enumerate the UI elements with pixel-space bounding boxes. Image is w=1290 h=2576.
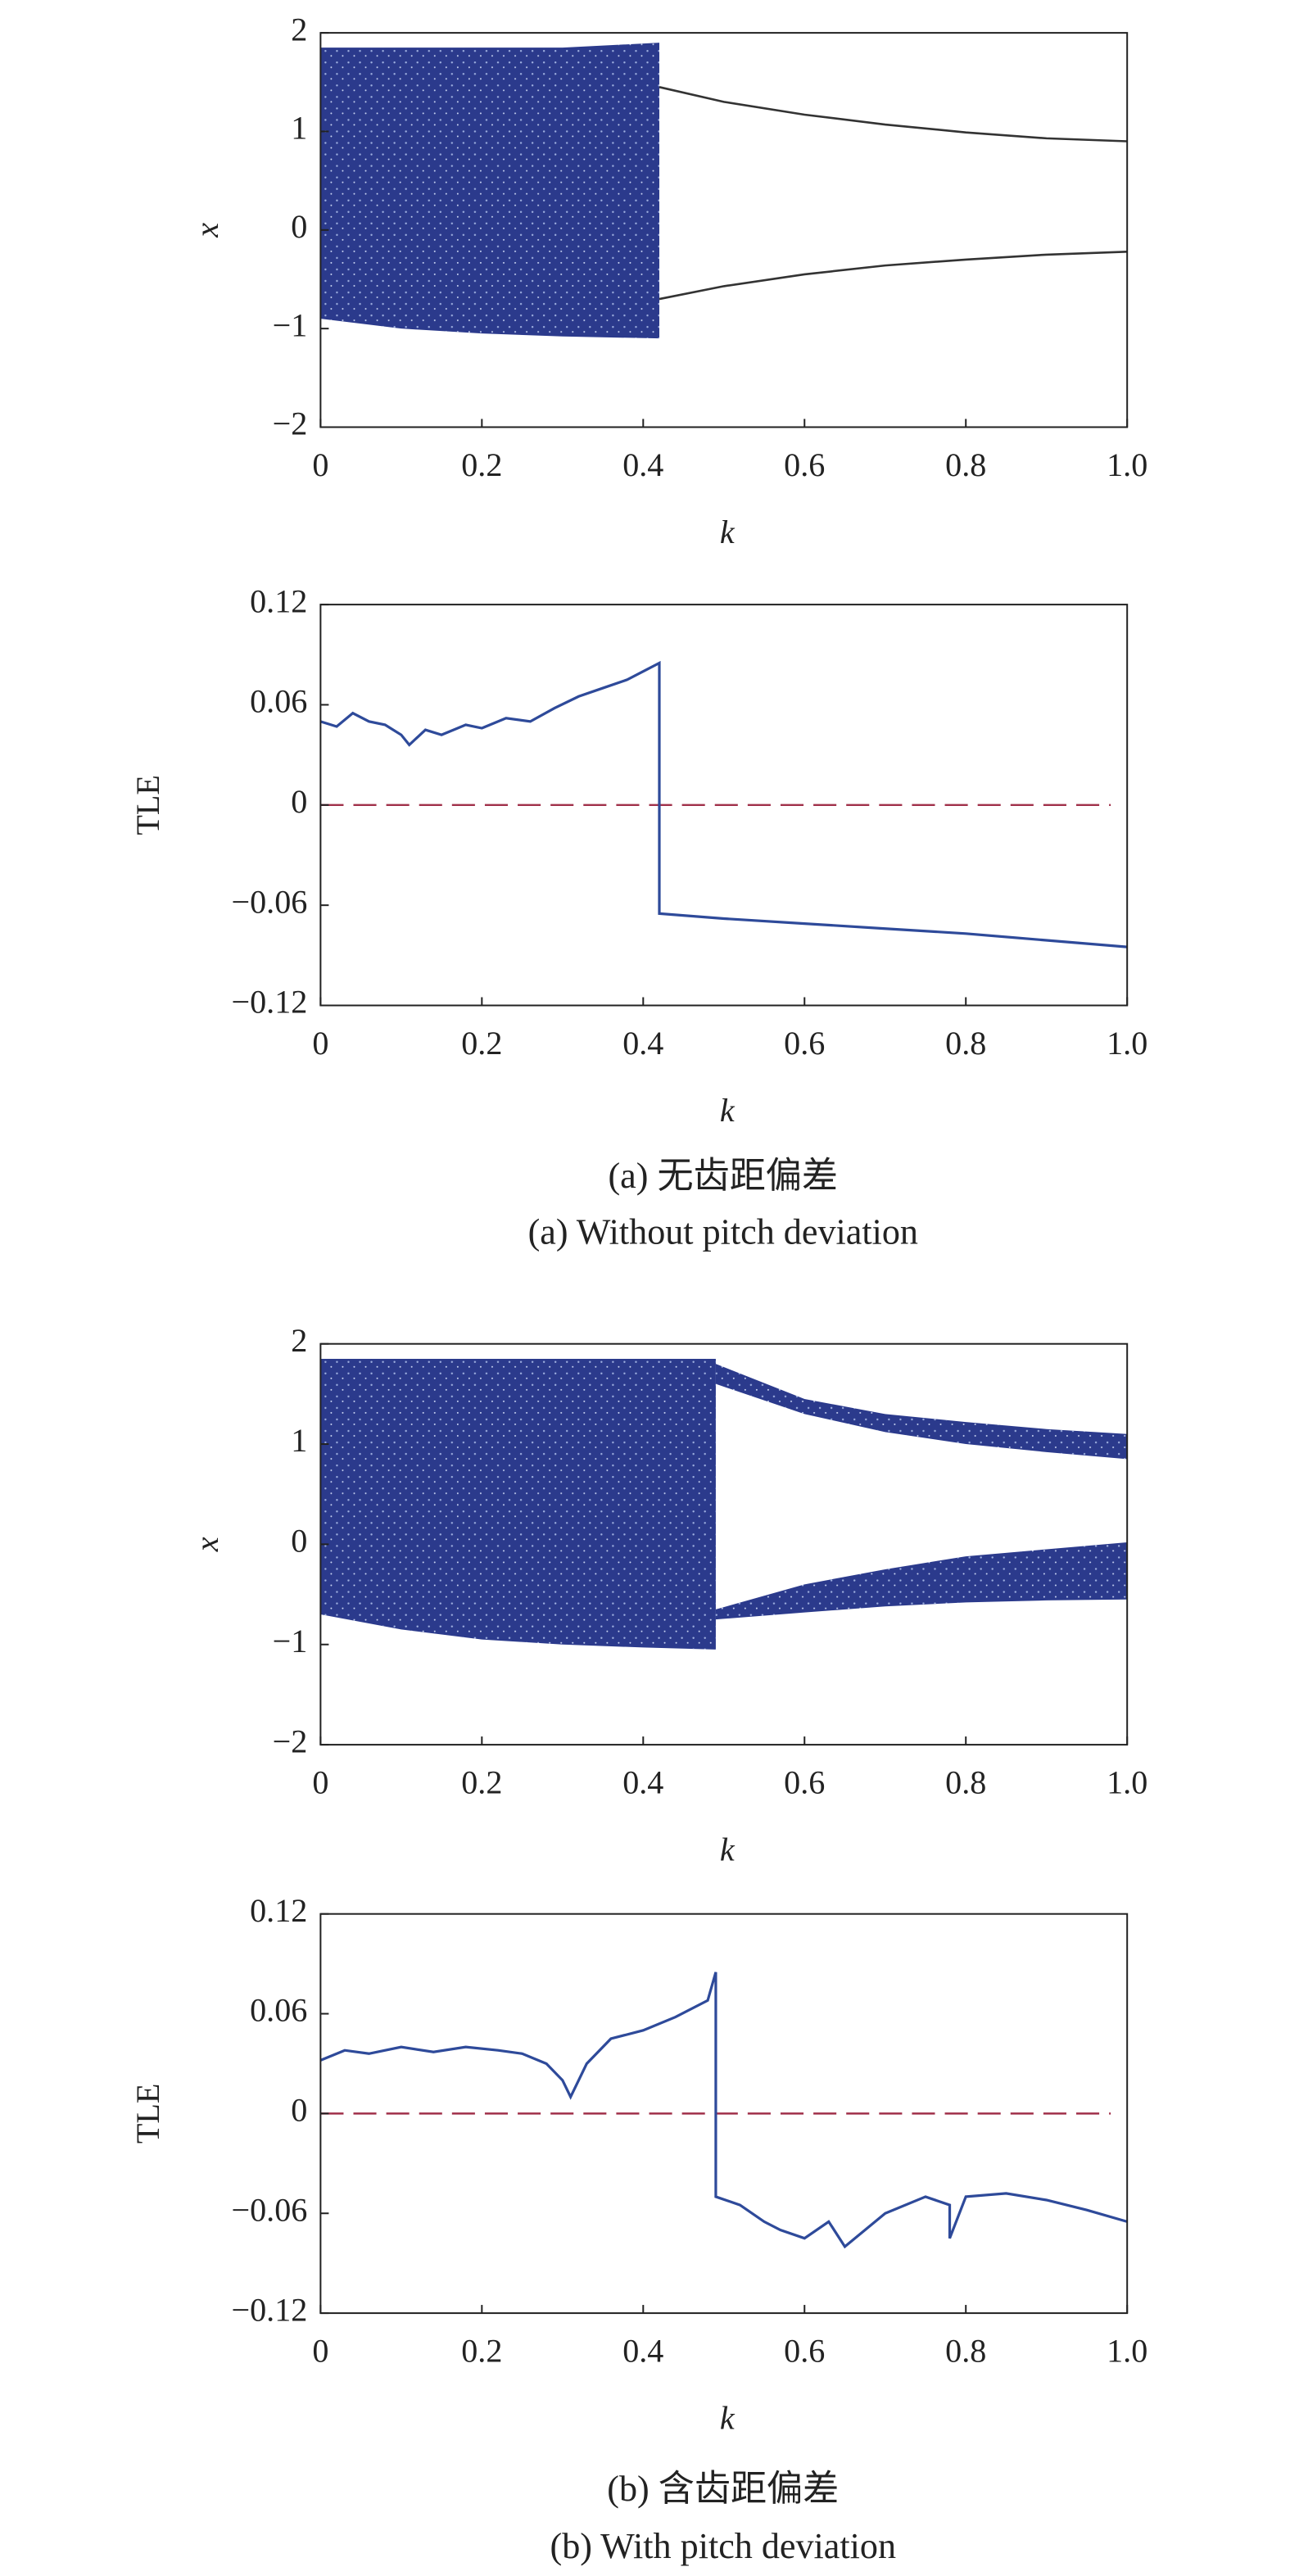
caption: (b) With pitch deviation [550, 2526, 897, 2566]
y-tick-label: −0.06 [232, 2191, 308, 2228]
x-tick-label: 0.2 [461, 1763, 502, 1800]
x-tick-label: 0.8 [945, 1025, 986, 1062]
y-tick-label: 0.12 [250, 1892, 307, 1929]
x-tick-label: 0.4 [622, 1763, 663, 1800]
x-tick-label: 1.0 [1107, 1025, 1147, 1062]
y-tick-label: −0.12 [232, 984, 308, 1021]
y-tick-label: 2 [291, 1322, 307, 1359]
x-tick-label: 0.6 [784, 2332, 825, 2369]
x-tick-label: 0 [312, 1025, 328, 1062]
caption: (b) 含齿距偏差 [607, 2469, 839, 2509]
x-tick-label: 0 [312, 446, 328, 483]
y-tick-label: −1 [273, 1623, 308, 1659]
caption: (a) Without pitch deviation [528, 1211, 918, 1252]
band-texture [320, 1359, 716, 1650]
y-axis-label: TLE [129, 2084, 166, 2144]
x-tick-label: 1.0 [1107, 446, 1147, 483]
caption: (a) 无齿距偏差 [609, 1156, 839, 1196]
y-tick-label: −0.12 [232, 2291, 308, 2328]
y-tick-label: 0 [291, 1523, 307, 1560]
x-tick-label: 0.8 [945, 446, 986, 483]
x-tick-label: 1.0 [1107, 2332, 1147, 2369]
y-axis-label: x [188, 223, 225, 238]
x-tick-label: 1.0 [1107, 1763, 1147, 1800]
x-axis-label: k [720, 514, 736, 550]
y-tick-label: 0 [291, 2092, 307, 2129]
y-tick-label: −2 [273, 405, 308, 442]
x-tick-label: 0.4 [622, 2332, 663, 2369]
periodic-branch [659, 86, 1128, 143]
x-tick-label: 0 [312, 1763, 328, 1800]
x-tick-label: 0.2 [461, 1025, 502, 1062]
y-tick-label: 0 [291, 783, 307, 820]
y-tick-label: −1 [273, 306, 308, 343]
band-texture [320, 43, 659, 339]
y-tick-label: 0.12 [250, 582, 307, 619]
x-axis-label: k [720, 2400, 736, 2437]
y-axis-label: x [188, 1537, 225, 1552]
x-tick-label: 0.8 [945, 2332, 986, 2369]
y-axis-label: TLE [129, 775, 166, 835]
y-tick-label: 2 [291, 11, 307, 48]
band-texture [715, 1364, 1128, 1460]
x-tick-label: 0.6 [784, 1025, 825, 1062]
x-tick-label: 0.2 [461, 446, 502, 483]
y-tick-label: 0 [291, 208, 307, 245]
x-tick-label: 0.2 [461, 2332, 502, 2369]
y-tick-label: −0.06 [232, 883, 308, 920]
y-tick-label: −2 [273, 1723, 308, 1759]
y-tick-label: 0.06 [250, 683, 307, 720]
x-tick-label: 0.4 [622, 446, 663, 483]
y-tick-label: 1 [291, 110, 307, 147]
x-axis-label: k [720, 1831, 736, 1868]
x-axis-label: k [720, 1092, 736, 1129]
y-tick-label: 1 [291, 1422, 307, 1459]
x-tick-label: 0.4 [622, 1025, 663, 1062]
band-texture [715, 1542, 1128, 1620]
tle-line [319, 660, 1128, 948]
x-tick-label: 0 [312, 2332, 328, 2369]
y-tick-label: 0.06 [250, 1992, 307, 2029]
x-tick-label: 0.6 [784, 1763, 825, 1800]
x-tick-label: 0.6 [784, 446, 825, 483]
x-tick-label: 0.8 [945, 1763, 986, 1800]
periodic-branch [659, 250, 1128, 301]
tle-line [319, 1972, 1128, 2249]
